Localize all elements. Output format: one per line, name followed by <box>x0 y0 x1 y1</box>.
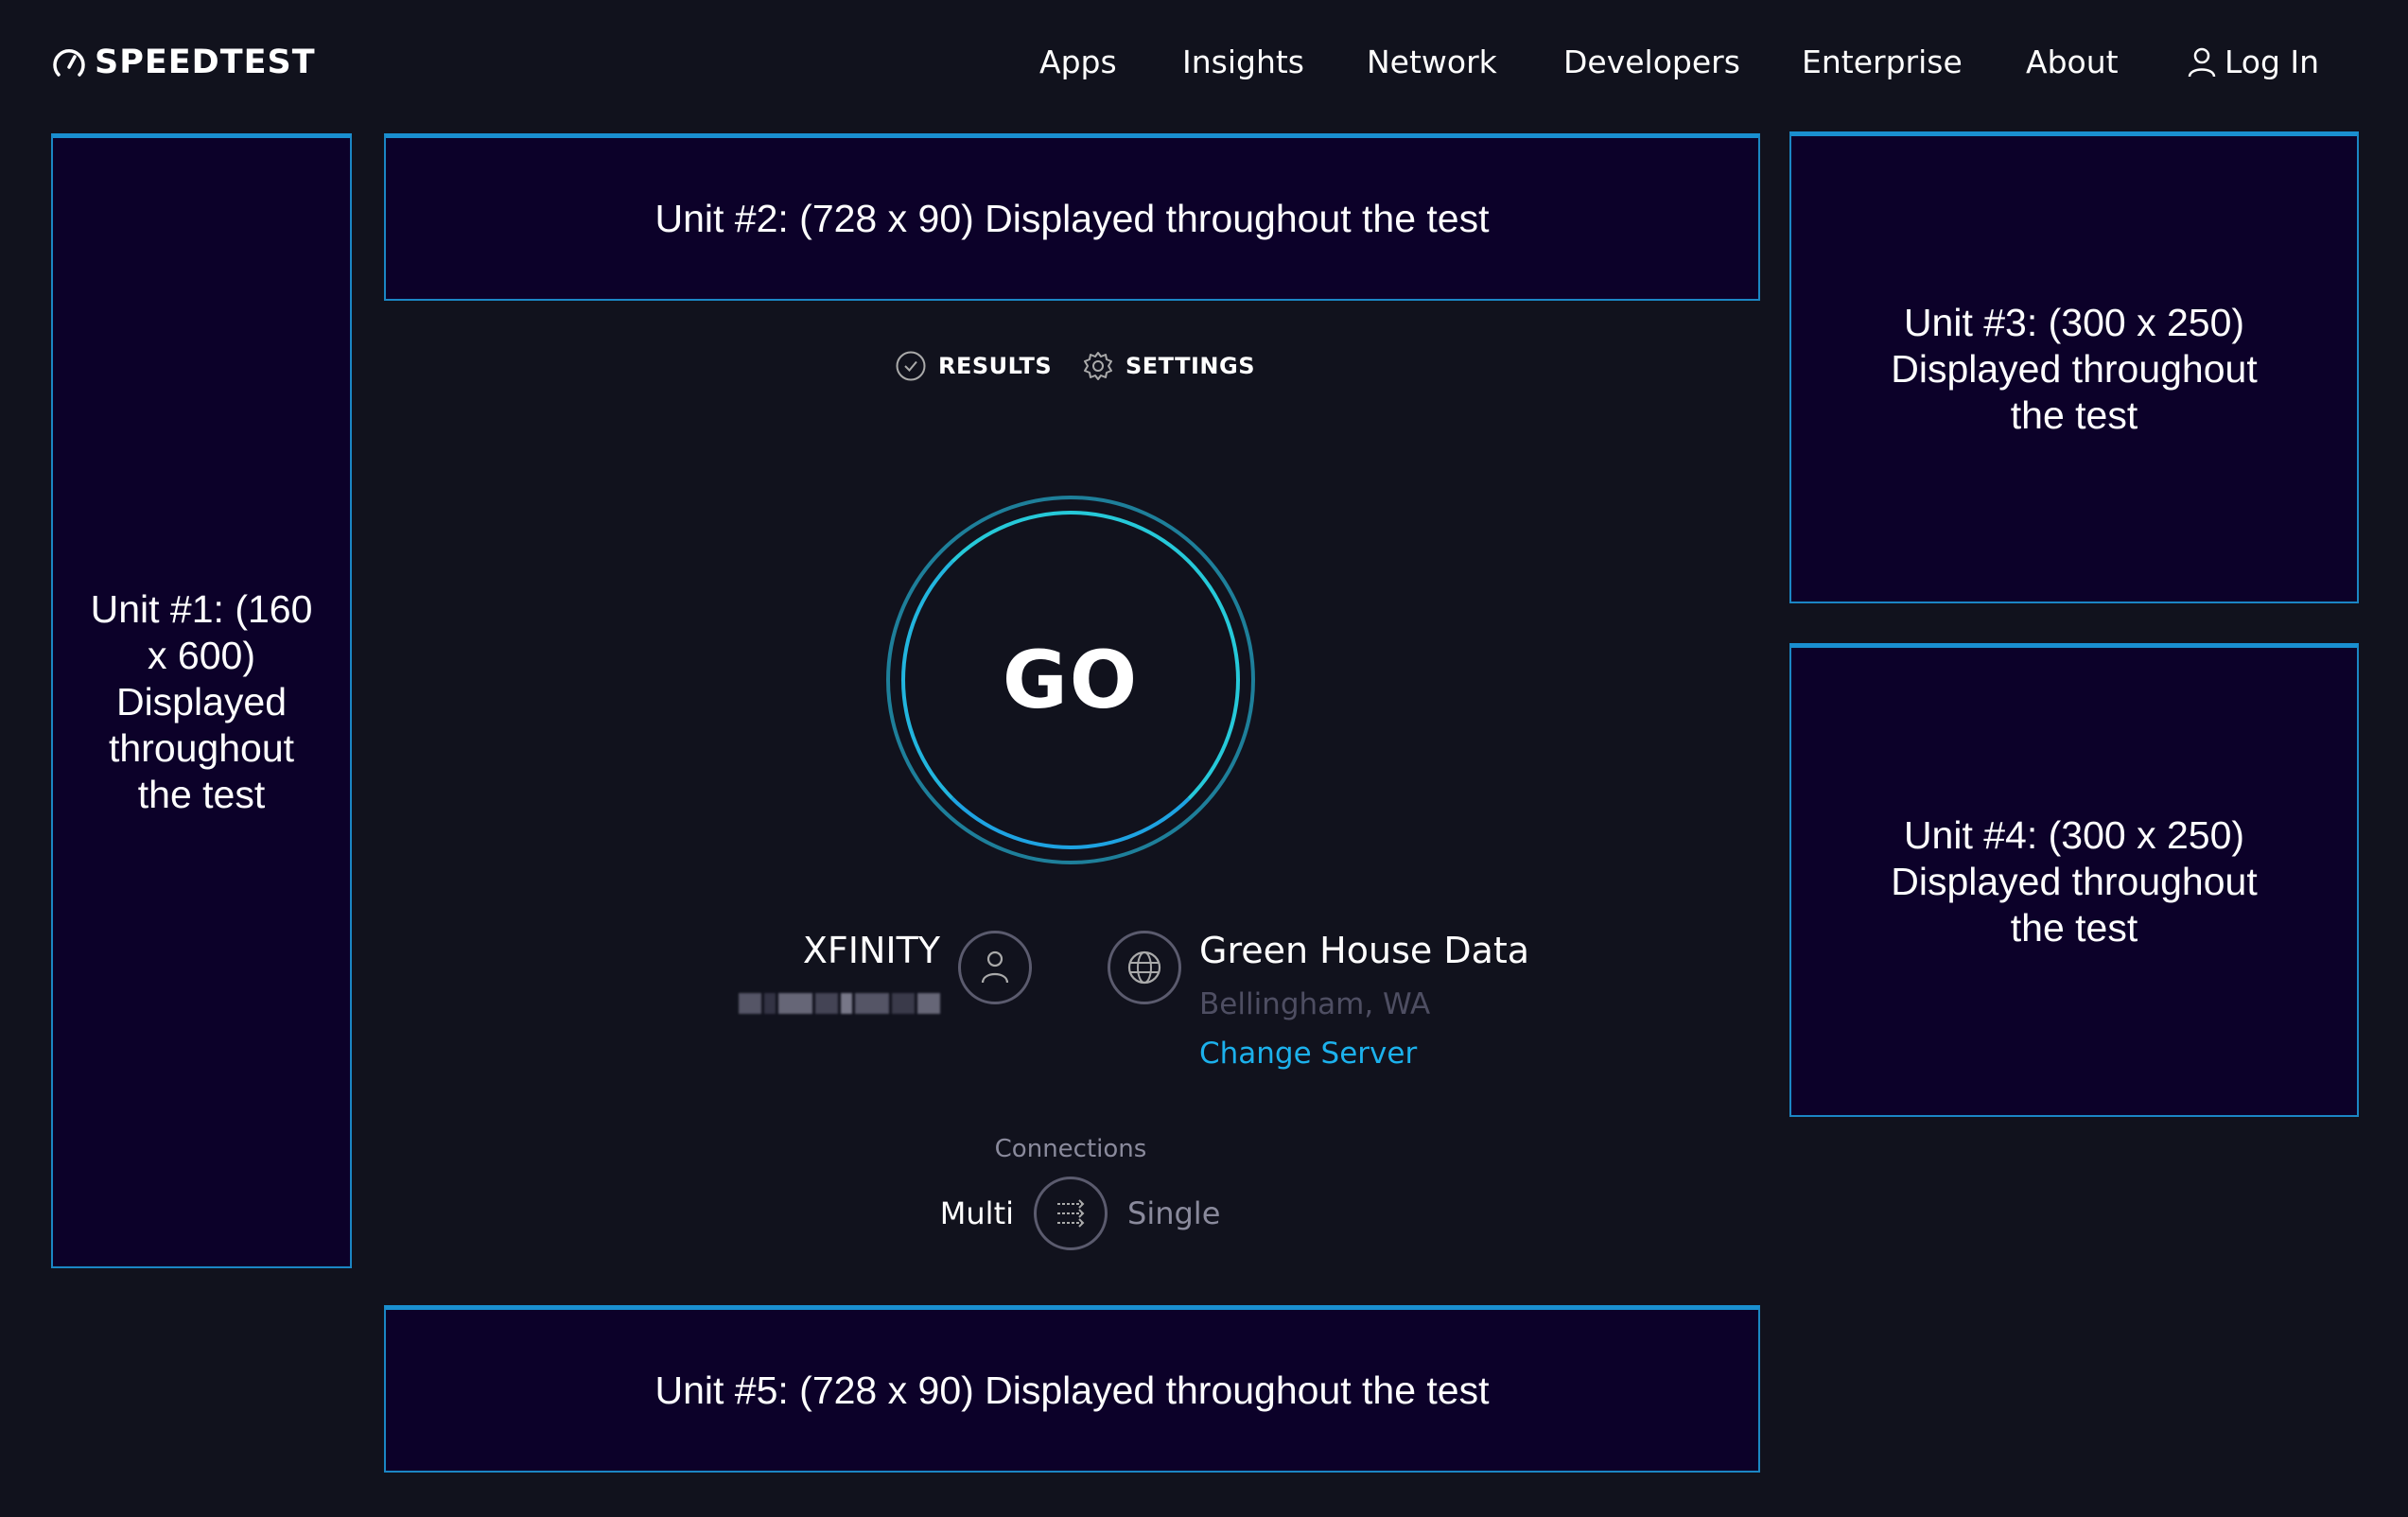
go-button-ring[interactable]: GO <box>886 496 1255 864</box>
multi-option[interactable]: Multi <box>939 1195 1014 1231</box>
connections-toggle[interactable] <box>1034 1177 1108 1250</box>
nav-apps[interactable]: Apps <box>1039 44 1117 80</box>
ad-unit-3[interactable]: Unit #3: (300 x 250) Displayed throughou… <box>1789 131 2359 603</box>
user-icon <box>2188 47 2216 77</box>
settings-label: SETTINGS <box>1125 353 1255 379</box>
isp-button[interactable] <box>958 931 1032 1004</box>
logo-text: SPEEDTEST <box>95 44 316 81</box>
connections-label: Connections <box>994 1135 1147 1163</box>
nav-enterprise[interactable]: Enterprise <box>1802 44 1963 80</box>
speedometer-icon <box>53 49 85 77</box>
ad-unit-2[interactable]: Unit #2: (728 x 90) Displayed throughout… <box>384 133 1760 301</box>
change-server-link[interactable]: Change Server <box>1199 1037 1418 1071</box>
isp-name: XFINITY <box>802 930 940 971</box>
multi-arrows-icon <box>1057 1199 1085 1228</box>
globe-icon <box>1127 950 1161 985</box>
tab-results[interactable]: RESULTS <box>895 350 1052 382</box>
ad-unit-1[interactable]: Unit #1: (160 x 600) Displayed throughou… <box>51 133 352 1268</box>
gear-icon <box>1084 352 1112 380</box>
nav-network[interactable]: Network <box>1367 44 1497 80</box>
server-name: Green House Data <box>1199 930 1530 971</box>
check-circle-icon <box>896 351 926 381</box>
ad-unit-4[interactable]: Unit #4: (300 x 250) Displayed throughou… <box>1789 643 2359 1117</box>
nav-insights[interactable]: Insights <box>1182 44 1305 80</box>
go-button[interactable]: GO <box>901 511 1240 849</box>
server-button[interactable] <box>1108 931 1181 1004</box>
tab-settings[interactable]: SETTINGS <box>1082 350 1255 382</box>
login-label: Log In <box>2225 44 2320 80</box>
person-icon <box>981 950 1009 984</box>
ad-unit-5[interactable]: Unit #5: (728 x 90) Displayed throughout… <box>384 1305 1760 1473</box>
speedtest-logo[interactable]: SPEEDTEST <box>51 44 316 81</box>
nav-about[interactable]: About <box>2026 44 2119 80</box>
login-link[interactable]: Log In <box>2187 44 2319 80</box>
results-label: RESULTS <box>938 353 1053 379</box>
ip-address-redacted <box>739 993 940 1014</box>
single-option[interactable]: Single <box>1127 1195 1221 1231</box>
nav-developers[interactable]: Developers <box>1563 44 1740 80</box>
server-location: Bellingham, WA <box>1199 987 1431 1021</box>
